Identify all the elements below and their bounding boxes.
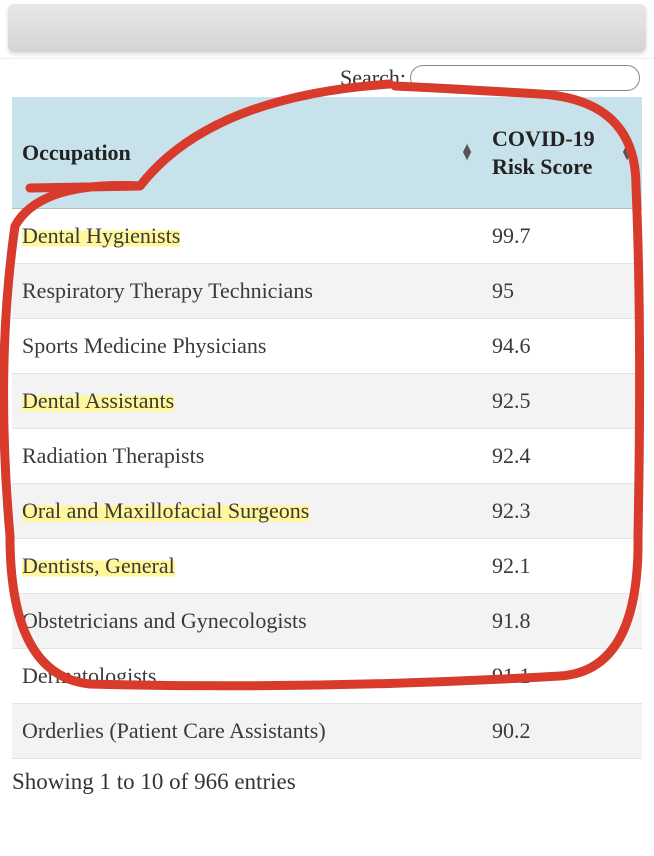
cell-occupation: Dermatologists — [12, 649, 482, 704]
col-header-score[interactable]: COVID-19 Risk Score ▲▼ — [482, 97, 642, 209]
cell-occupation: Orderlies (Patient Care Assistants) — [12, 704, 482, 759]
sort-icon: ▲▼ — [620, 145, 634, 161]
cell-occupation: Respiratory Therapy Technicians — [12, 264, 482, 319]
cell-occupation: Sports Medicine Physicians — [12, 319, 482, 374]
search-label: Search: — [340, 65, 406, 91]
cell-score: 95 — [482, 264, 642, 319]
cell-score: 92.4 — [482, 429, 642, 484]
table-row: Dental Hygienists 99.7 — [12, 209, 642, 264]
sort-icon: ▲▼ — [460, 145, 474, 161]
cell-occupation: Dentists, General — [12, 539, 482, 594]
col-header-score-label: COVID-19 Risk Score — [492, 126, 595, 179]
cell-score: 99.7 — [482, 209, 642, 264]
cell-occupation: Dental Hygienists — [12, 209, 482, 264]
cell-score: 92.3 — [482, 484, 642, 539]
cell-score: 91.1 — [482, 649, 642, 704]
cell-score: 91.8 — [482, 594, 642, 649]
table-row: Dentists, General 92.1 — [12, 539, 642, 594]
highlighted-text: Oral and Maxillofacial Surgeons — [22, 498, 309, 523]
search-input[interactable] — [410, 65, 640, 91]
col-header-occupation[interactable]: Occupation ▲▼ — [12, 97, 482, 209]
table-row: Dermatologists91.1 — [12, 649, 642, 704]
cell-occupation: Radiation Therapists — [12, 429, 482, 484]
table-row: Oral and Maxillofacial Surgeons 92.3 — [12, 484, 642, 539]
cell-occupation: Obstetricians and Gynecologists — [12, 594, 482, 649]
col-header-occupation-label: Occupation — [22, 140, 131, 165]
highlighted-text: Dentists, General — [22, 553, 175, 578]
table-row: Obstetricians and Gynecologists91.8 — [12, 594, 642, 649]
table-row: Dental Assistants 92.5 — [12, 374, 642, 429]
cell-score: 94.6 — [482, 319, 642, 374]
table-row: Orderlies (Patient Care Assistants)90.2 — [12, 704, 642, 759]
table-row: Sports Medicine Physicians94.6 — [12, 319, 642, 374]
cell-occupation: Oral and Maxillofacial Surgeons — [12, 484, 482, 539]
highlighted-text: Dental Assistants — [22, 388, 174, 413]
search-row: Search: — [0, 58, 654, 95]
cell-score: 92.5 — [482, 374, 642, 429]
cell-occupation: Dental Assistants — [12, 374, 482, 429]
table-row: Radiation Therapists92.4 — [12, 429, 642, 484]
cell-score: 90.2 — [482, 704, 642, 759]
table-row: Respiratory Therapy Technicians95 — [12, 264, 642, 319]
table-info: Showing 1 to 10 of 966 entries — [0, 759, 654, 795]
cell-score: 92.1 — [482, 539, 642, 594]
occupations-table: Occupation ▲▼ COVID-19 Risk Score ▲▼ Den… — [12, 97, 642, 759]
top-toolbar — [8, 4, 646, 52]
highlighted-text: Dental Hygienists — [22, 223, 180, 248]
